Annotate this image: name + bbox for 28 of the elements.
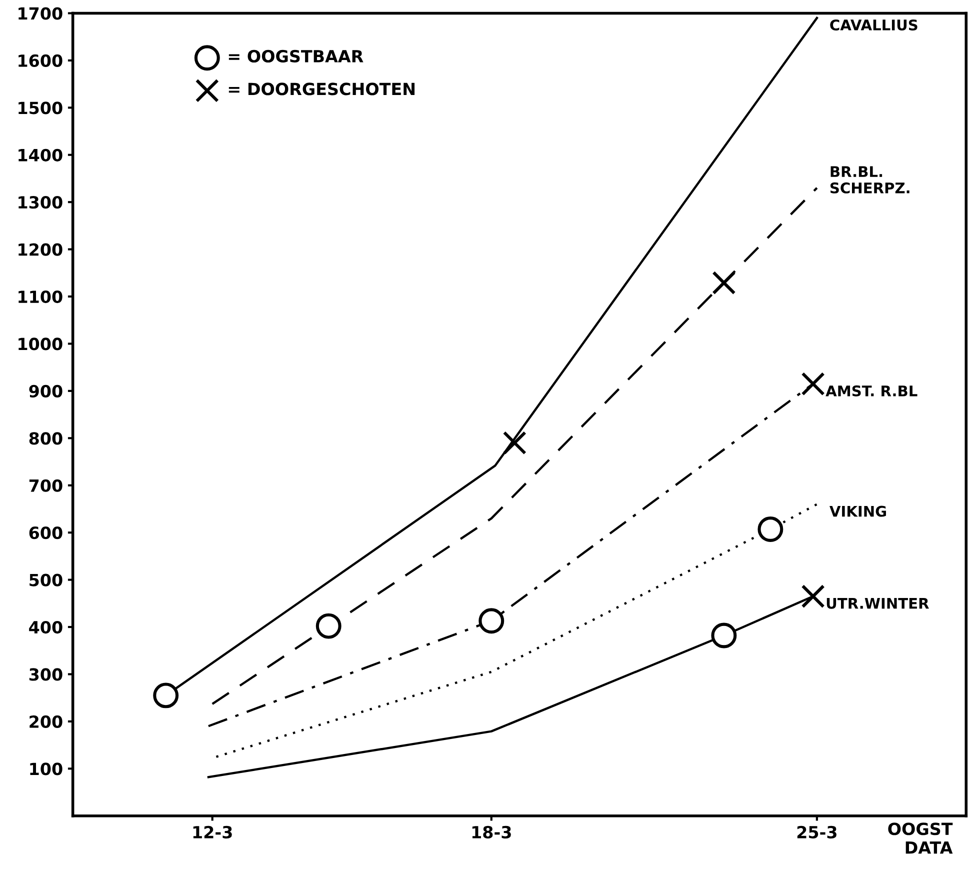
y-tick-label: 300	[29, 668, 62, 681]
y-tick-label: 700	[29, 479, 62, 492]
y-tick-label: 500	[30, 574, 62, 586]
legend-label: = DOORGESCHOTEN	[228, 82, 415, 96]
y-tick-label: 1700	[18, 7, 62, 20]
y-tick-label: 100	[30, 762, 62, 776]
y-tick-label: 1500	[18, 102, 62, 114]
y-tick-label: 1000	[18, 338, 62, 350]
y-tick-label: 1100	[18, 290, 62, 304]
y-tick-label: 1400	[18, 148, 62, 162]
x-axis-title: OOGST DATA	[888, 822, 953, 854]
x-tick-label: 25-3	[797, 826, 836, 838]
series-label: CAVALLIUS	[830, 19, 918, 31]
series-label: VIKING	[830, 506, 886, 517]
y-tick-label: 1300	[18, 196, 62, 209]
y-tick-label: 800	[29, 432, 62, 445]
series-label: AMST. R.BL	[826, 385, 918, 396]
x-tick-label: 18-3	[472, 826, 511, 838]
y-tick-label: 200	[30, 715, 62, 728]
y-tick-label: 1600	[18, 54, 62, 68]
series-label: BR.BL. SCHERPZ.	[830, 166, 910, 194]
legend-label: = OOGSTBAAR	[228, 50, 364, 62]
series-label: UTR.WINTER	[826, 598, 929, 609]
y-tick-label: 600	[29, 526, 62, 540]
y-tick-label: 1200	[18, 243, 62, 256]
y-tick-label: 400	[29, 620, 62, 634]
y-tick-label: 900	[29, 384, 62, 398]
x-tick-label: 12-3	[193, 826, 232, 838]
